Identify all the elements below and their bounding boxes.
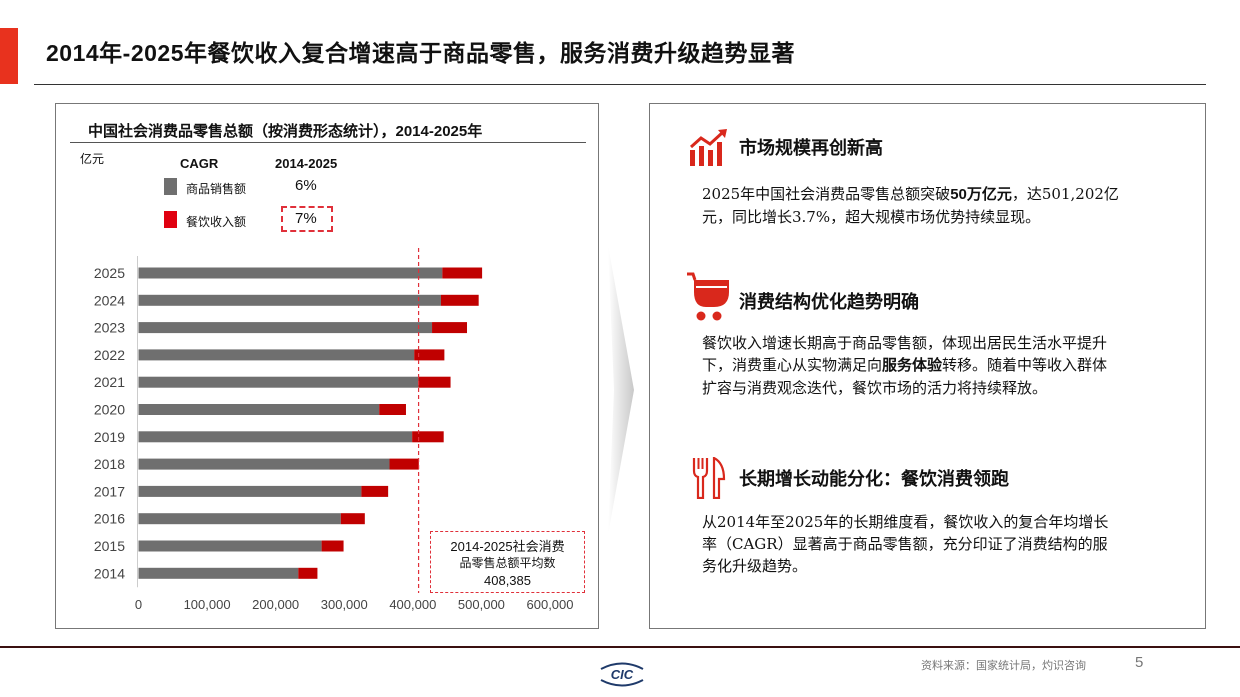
bar-goods xyxy=(138,567,299,579)
x-tick-label: 300,000 xyxy=(321,597,368,612)
x-tick-label: 100,000 xyxy=(184,597,231,612)
body-text: 从2014年至2025年的长期维度看，餐饮收入的复合年均增长率（CAGR）显著高… xyxy=(702,513,1109,575)
bar-goods xyxy=(138,485,362,497)
section-title-market: 市场规模再创新高 xyxy=(739,138,883,159)
legend-label-catering: 餐饮收入额 xyxy=(186,215,247,229)
bar-goods xyxy=(138,513,341,525)
bar-catering xyxy=(379,404,406,415)
x-tick-label: 400,000 xyxy=(389,597,436,612)
y-tick-label: 2014 xyxy=(94,565,125,581)
body-text: 2025年中国社会消费品零售总额突破 xyxy=(702,185,951,203)
accent-bar xyxy=(0,28,18,84)
body-bold: 50万亿元 xyxy=(950,186,1012,203)
x-tick-label: 500,000 xyxy=(458,597,505,612)
bar-catering xyxy=(432,322,468,334)
cic-logo: CIC xyxy=(600,662,644,687)
body-bold: 服务体验 xyxy=(882,357,943,374)
page-number: 5 xyxy=(1135,654,1144,671)
y-tick-label: 2019 xyxy=(94,429,125,445)
chart-title: 中国社会消费品零售总额（按消费形态统计），2014-2025年 xyxy=(88,123,483,140)
bar-catering xyxy=(418,376,451,388)
bar-goods xyxy=(138,349,415,361)
legend-label-goods: 商品销售额 xyxy=(186,182,247,196)
section-body-structure: 餐饮收入增速长期高于商品零售额，体现出居民生活水平提升下，消费重心从实物满足向服… xyxy=(702,332,1122,399)
highlight-box xyxy=(281,206,333,232)
bar-catering xyxy=(412,431,444,443)
x-tick-label: 0 xyxy=(135,597,142,612)
legend-cagr-header: CAGR xyxy=(180,156,219,171)
legend-period-header: 2014-2025 xyxy=(275,156,338,171)
insights-panel xyxy=(649,103,1206,629)
source-note: 资料来源：国家统计局，灼识咨询 xyxy=(921,659,1086,672)
bar-chart: 2025 2024 2023 2022 2021 2020 2019 2018 2017 2016… xyxy=(94,248,574,612)
body-text: ，达501,202亿元，同比增长3.7%，超大规模市场优势持续显现。 xyxy=(702,185,1119,226)
bar-catering xyxy=(442,267,483,279)
y-tick-label: 2022 xyxy=(94,347,125,363)
chart-growth-icon xyxy=(689,129,727,166)
y-tick-label: 2015 xyxy=(94,538,125,554)
bar-goods xyxy=(138,404,380,415)
x-tick-label: 200,000 xyxy=(252,597,299,612)
bar-goods xyxy=(138,431,413,443)
y-tick-label: 2017 xyxy=(94,483,125,499)
x-tick-label: 600,000 xyxy=(527,597,574,612)
average-value: 408,385 xyxy=(484,573,531,588)
section-title-growth: 长期增长动能分化：餐饮消费领跑 xyxy=(739,469,1009,490)
legend-swatch-goods xyxy=(164,178,177,195)
bar-goods xyxy=(138,458,390,470)
legend-swatch-catering xyxy=(164,211,177,228)
bar-catering xyxy=(340,513,365,525)
page-title: 2014年-2025年餐饮收入复合增速高于商品零售，服务消费升级趋势显著 xyxy=(46,40,795,66)
y-tick-label: 2020 xyxy=(94,402,125,418)
bar-goods xyxy=(138,322,433,334)
bar-catering xyxy=(321,540,344,552)
legend-cagr-catering: 7% xyxy=(295,210,317,227)
y-tick-label: 2024 xyxy=(94,292,125,308)
average-label-line2: 品零售总额平均数 xyxy=(459,556,556,570)
average-annotation: 2014-2025社会消费 品零售总额平均数 408,385 xyxy=(430,531,585,593)
bar-catering xyxy=(389,458,419,470)
bar-catering xyxy=(361,485,389,497)
footer-divider xyxy=(0,646,1240,648)
y-tick-label: 2016 xyxy=(94,511,125,527)
unit-label: 亿元 xyxy=(80,152,105,166)
legend-cagr-goods: 6% xyxy=(295,177,317,194)
bar-catering xyxy=(440,294,479,306)
bar-goods xyxy=(138,540,322,552)
bar-catering xyxy=(298,567,318,579)
svg-text:CIC: CIC xyxy=(611,667,634,682)
section-title-structure: 消费结构优化趋势明确 xyxy=(739,292,919,313)
average-label-line1: 2014-2025社会消费 xyxy=(450,539,565,554)
chevron-right-icon xyxy=(608,245,634,535)
bar-catering xyxy=(414,349,445,361)
y-tick-label: 2018 xyxy=(94,456,125,472)
section-body-market: 2025年中国社会消费品零售总额突破50万亿元，达501,202亿元，同比增长3… xyxy=(702,183,1122,228)
y-tick-label: 2023 xyxy=(94,320,125,336)
body-text: 转移。随着中等收入群体扩容与消费观念迭代，餐饮市场的活力将持续释放。 xyxy=(702,356,1108,397)
y-tick-label: 2025 xyxy=(94,265,125,281)
body-text: 餐饮收入增速长期高于商品零售额，体现出居民生活水平提升下，消费重心从实物满足向 xyxy=(702,334,1108,374)
chart-title-divider xyxy=(70,142,586,143)
header-divider xyxy=(34,84,1206,85)
bar-goods xyxy=(138,376,419,388)
fork-knife-icon xyxy=(692,457,726,499)
bar-goods xyxy=(138,294,441,306)
shopping-cart-icon xyxy=(687,272,729,321)
y-tick-label: 2021 xyxy=(94,374,125,390)
bar-goods xyxy=(138,267,443,279)
section-body-growth: 从2014年至2025年的长期维度看，餐饮收入的复合年均增长率（CAGR）显著高… xyxy=(702,511,1122,577)
